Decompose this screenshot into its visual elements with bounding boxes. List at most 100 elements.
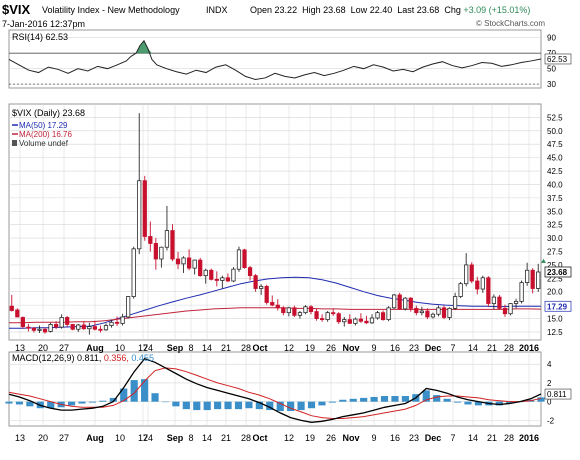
candle xyxy=(314,308,319,321)
candle xyxy=(126,296,131,319)
macd-x-tick-label: 21 xyxy=(487,433,497,443)
price-tick-label: 40.0 xyxy=(547,180,563,189)
high-value: 23.68 xyxy=(323,5,346,15)
macd-x-tick-label: 8 xyxy=(188,433,193,443)
macd-histogram-bar xyxy=(26,401,34,407)
price-tick-label: 27.5 xyxy=(547,248,563,257)
candle-body xyxy=(170,230,175,260)
candle xyxy=(364,315,369,324)
candle-body xyxy=(9,305,14,311)
ma50-last-tag-box xyxy=(544,300,572,312)
candle xyxy=(281,306,286,316)
candle-body xyxy=(214,278,219,281)
macd-x-tick-label: Nov xyxy=(342,433,359,443)
candle-body xyxy=(120,316,125,324)
price-x-tick-label: Nov xyxy=(342,343,359,353)
candle xyxy=(87,322,92,335)
candle xyxy=(31,327,37,333)
volume-legend-swatch xyxy=(12,140,17,146)
volume-legend-label: Volume undef xyxy=(19,139,69,148)
candle-body xyxy=(70,324,75,330)
price-x-tick-label: 17 xyxy=(138,343,148,353)
candle-body xyxy=(264,285,269,303)
macd-histogram-bar xyxy=(120,388,128,402)
price-up-arrow-icon xyxy=(541,258,546,263)
macd-x-tick-label: 14 xyxy=(202,433,212,443)
candle xyxy=(308,305,314,315)
candle-body xyxy=(303,306,308,314)
candle xyxy=(513,298,519,309)
candle xyxy=(392,293,397,309)
macd-histogram-bar xyxy=(495,401,503,406)
candle-body xyxy=(65,317,70,325)
candle-body xyxy=(314,311,319,319)
candle-body xyxy=(308,306,314,312)
macd-x-tick-label: 19 xyxy=(305,433,315,443)
candle xyxy=(369,314,375,324)
macd-tick-label: 2 xyxy=(547,379,552,388)
candle-body xyxy=(42,328,48,333)
candle xyxy=(452,292,458,310)
candle xyxy=(358,313,364,323)
macd-histogram-bar xyxy=(318,401,326,406)
price-tick-label: 45.0 xyxy=(547,154,563,163)
price-panel-frame xyxy=(8,103,542,341)
candle xyxy=(247,265,253,281)
candle-body xyxy=(397,294,402,310)
candle-body xyxy=(137,180,142,250)
candle xyxy=(103,323,109,331)
macd-x-tick-label: 2016 xyxy=(519,433,539,443)
candle xyxy=(70,323,75,331)
candle-body xyxy=(447,307,452,318)
candle xyxy=(175,252,181,270)
price-x-tick-label: 23 xyxy=(409,343,419,353)
security-name: Volatility Index - New Methodology xyxy=(42,5,180,15)
price-tick-label: 42.5 xyxy=(547,167,563,176)
ma50-last-tag: 17.29 xyxy=(547,302,568,311)
candle-body xyxy=(142,180,147,237)
macd-histogram-bar xyxy=(99,400,107,402)
candle xyxy=(408,297,413,312)
watermark: © StockCharts.com xyxy=(476,19,546,28)
macd-tick-label: 4 xyxy=(547,360,552,369)
candle xyxy=(164,205,170,251)
macd-histogram-bar xyxy=(141,379,149,402)
candle-body xyxy=(181,257,186,265)
macd-histogram-bar xyxy=(474,401,482,406)
candle-body xyxy=(87,326,92,330)
macd-x-tick-label: 7 xyxy=(450,433,455,443)
macd-x-tick-label: 16 xyxy=(390,433,400,443)
candle xyxy=(159,246,164,268)
macd-histogram-value: 0.455 xyxy=(131,353,154,363)
candle-body xyxy=(81,324,86,330)
price-x-tick-label: Oct xyxy=(252,343,267,353)
candle-body xyxy=(98,328,103,331)
candle-body xyxy=(502,307,508,315)
macd-x-tick-label: 20 xyxy=(38,433,48,443)
macd-histogram-bar xyxy=(234,401,243,410)
change-label: Chg xyxy=(444,5,461,15)
price-x-tick-label: 27 xyxy=(59,343,69,353)
macd-histogram-bar xyxy=(307,401,316,409)
macd-x-tick-label: Oct xyxy=(252,433,267,443)
candle-body xyxy=(225,277,231,282)
candle xyxy=(203,268,208,284)
candle xyxy=(469,262,474,284)
candle-body xyxy=(148,236,153,244)
candle-body xyxy=(175,258,181,265)
price-tick-label: 37.5 xyxy=(547,194,563,203)
candle-body xyxy=(430,313,436,318)
candle-body xyxy=(403,297,408,310)
macd-histogram-bar xyxy=(391,396,399,402)
price-tick-label: 15.0 xyxy=(547,315,563,324)
macd-histogram-bar xyxy=(78,401,86,404)
macd-x-tick-label: Aug xyxy=(86,433,104,443)
candle-body xyxy=(247,267,253,277)
candle xyxy=(198,257,203,277)
macd-x-tick-label: 10 xyxy=(115,433,125,443)
candle-body xyxy=(270,302,275,306)
candle xyxy=(253,274,258,292)
candle-body xyxy=(159,246,164,260)
candle-body xyxy=(519,282,524,302)
macd-histogram-bar xyxy=(380,396,389,402)
